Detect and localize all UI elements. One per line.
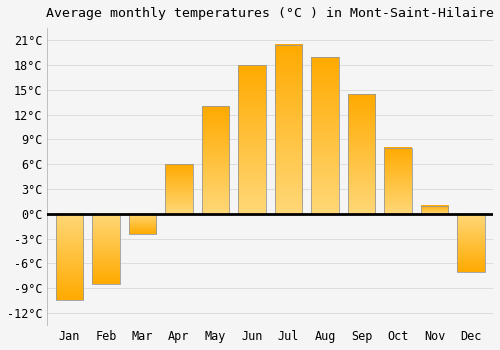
Title: Average monthly temperatures (°C ) in Mont-Saint-Hilaire: Average monthly temperatures (°C ) in Mo… [46,7,494,20]
Bar [312,57,338,214]
Bar [202,106,229,214]
Bar [275,44,302,214]
Bar [458,214,485,272]
Bar [421,205,448,214]
Bar [348,94,376,214]
Bar [384,148,412,214]
Bar [128,214,156,234]
Bar [92,214,120,284]
Bar [165,164,192,214]
Bar [238,65,266,214]
Bar [56,214,83,300]
